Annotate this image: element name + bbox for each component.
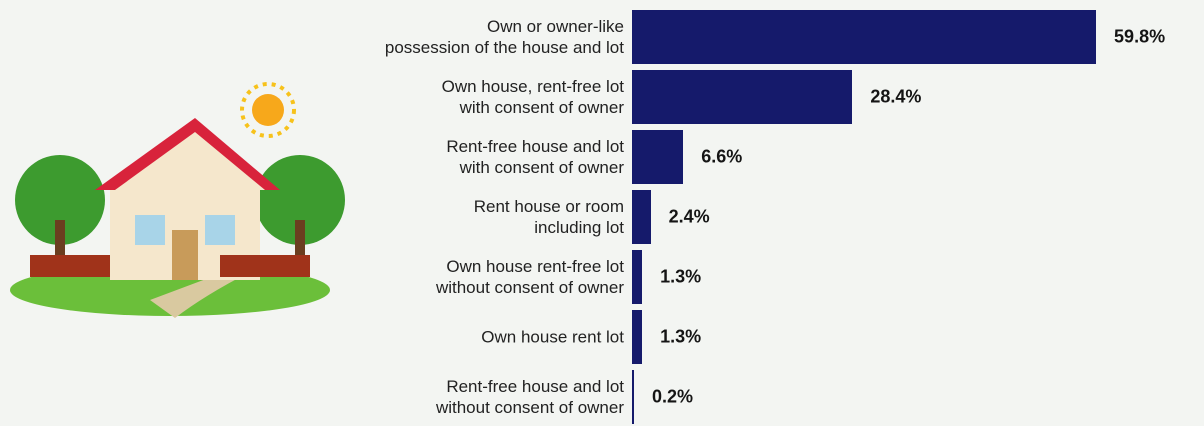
bar (632, 130, 683, 184)
category-label: Rent-free house and lot with consent of … (224, 136, 624, 178)
bar (632, 190, 651, 244)
category-label: Own house, rent-free lot with consent of… (224, 76, 624, 118)
category-label: Own house rent-free lot without consent … (224, 256, 624, 298)
value-label: 59.8% (1114, 27, 1165, 48)
bar (632, 250, 642, 304)
category-label: Rent-free house and lot without consent … (224, 376, 624, 418)
category-label: Own house rent lot (224, 327, 624, 348)
category-label: Rent house or room including lot (224, 196, 624, 238)
bar (632, 10, 1096, 64)
value-label: 28.4% (870, 87, 921, 108)
bar (632, 370, 634, 424)
value-label: 1.3% (660, 327, 701, 348)
value-label: 2.4% (669, 207, 710, 228)
bar (632, 310, 642, 364)
value-label: 0.2% (652, 387, 693, 408)
category-label: Own or owner-like possession of the hous… (224, 16, 624, 58)
bar (632, 70, 852, 124)
value-label: 1.3% (660, 267, 701, 288)
value-label: 6.6% (701, 147, 742, 168)
chart: Own or owner-like possession of the hous… (0, 0, 1204, 426)
